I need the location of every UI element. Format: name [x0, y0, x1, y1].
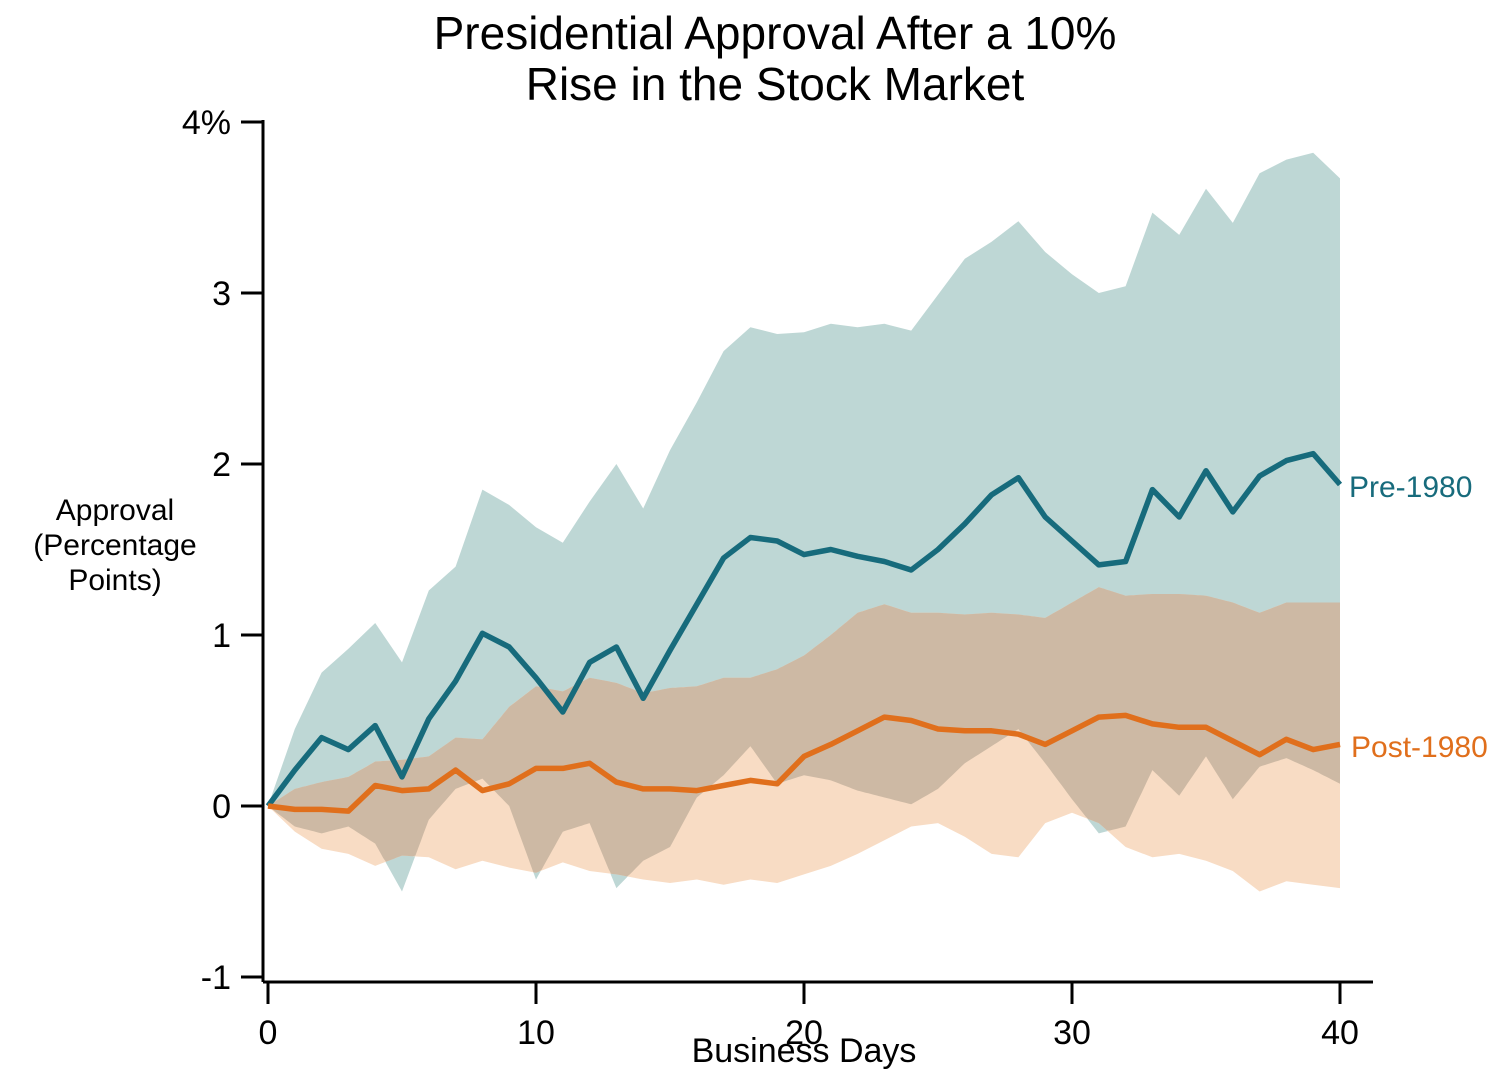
- post-1980-line: [267, 712, 1341, 814]
- y-tick-label: 4%: [182, 104, 231, 142]
- chart-title-line2: Rise in the Stock Market: [525, 57, 1025, 110]
- y-tick-label: 1: [212, 617, 231, 655]
- y-tick-label: 2: [212, 446, 231, 484]
- x-tick-label: 10: [517, 1014, 555, 1052]
- chart-title: Presidential Approval After a 10% Rise i…: [230, 8, 1320, 109]
- x-tick-label: 30: [1053, 1014, 1091, 1052]
- y-tick-label: 0: [212, 788, 231, 826]
- x-tick-label: 40: [1321, 1014, 1359, 1052]
- y-tick-label: -1: [201, 959, 231, 997]
- series-label-post-1980: Post-1980: [1351, 731, 1488, 764]
- x-axis-title: Business Days: [691, 1032, 917, 1070]
- chart-title-line1: Presidential Approval After a 10%: [433, 7, 1117, 59]
- x-tick-label: 20: [785, 1014, 823, 1052]
- x-tick-label: 0: [259, 1014, 278, 1052]
- y-tick-label: 3: [212, 275, 231, 313]
- confidence-band-overlap: [268, 587, 1340, 877]
- series-label-pre-1980: Pre-1980: [1349, 471, 1473, 504]
- pre-1980-line: [265, 450, 1343, 808]
- y-axis-title: Approval (Percentage Points): [33, 494, 197, 598]
